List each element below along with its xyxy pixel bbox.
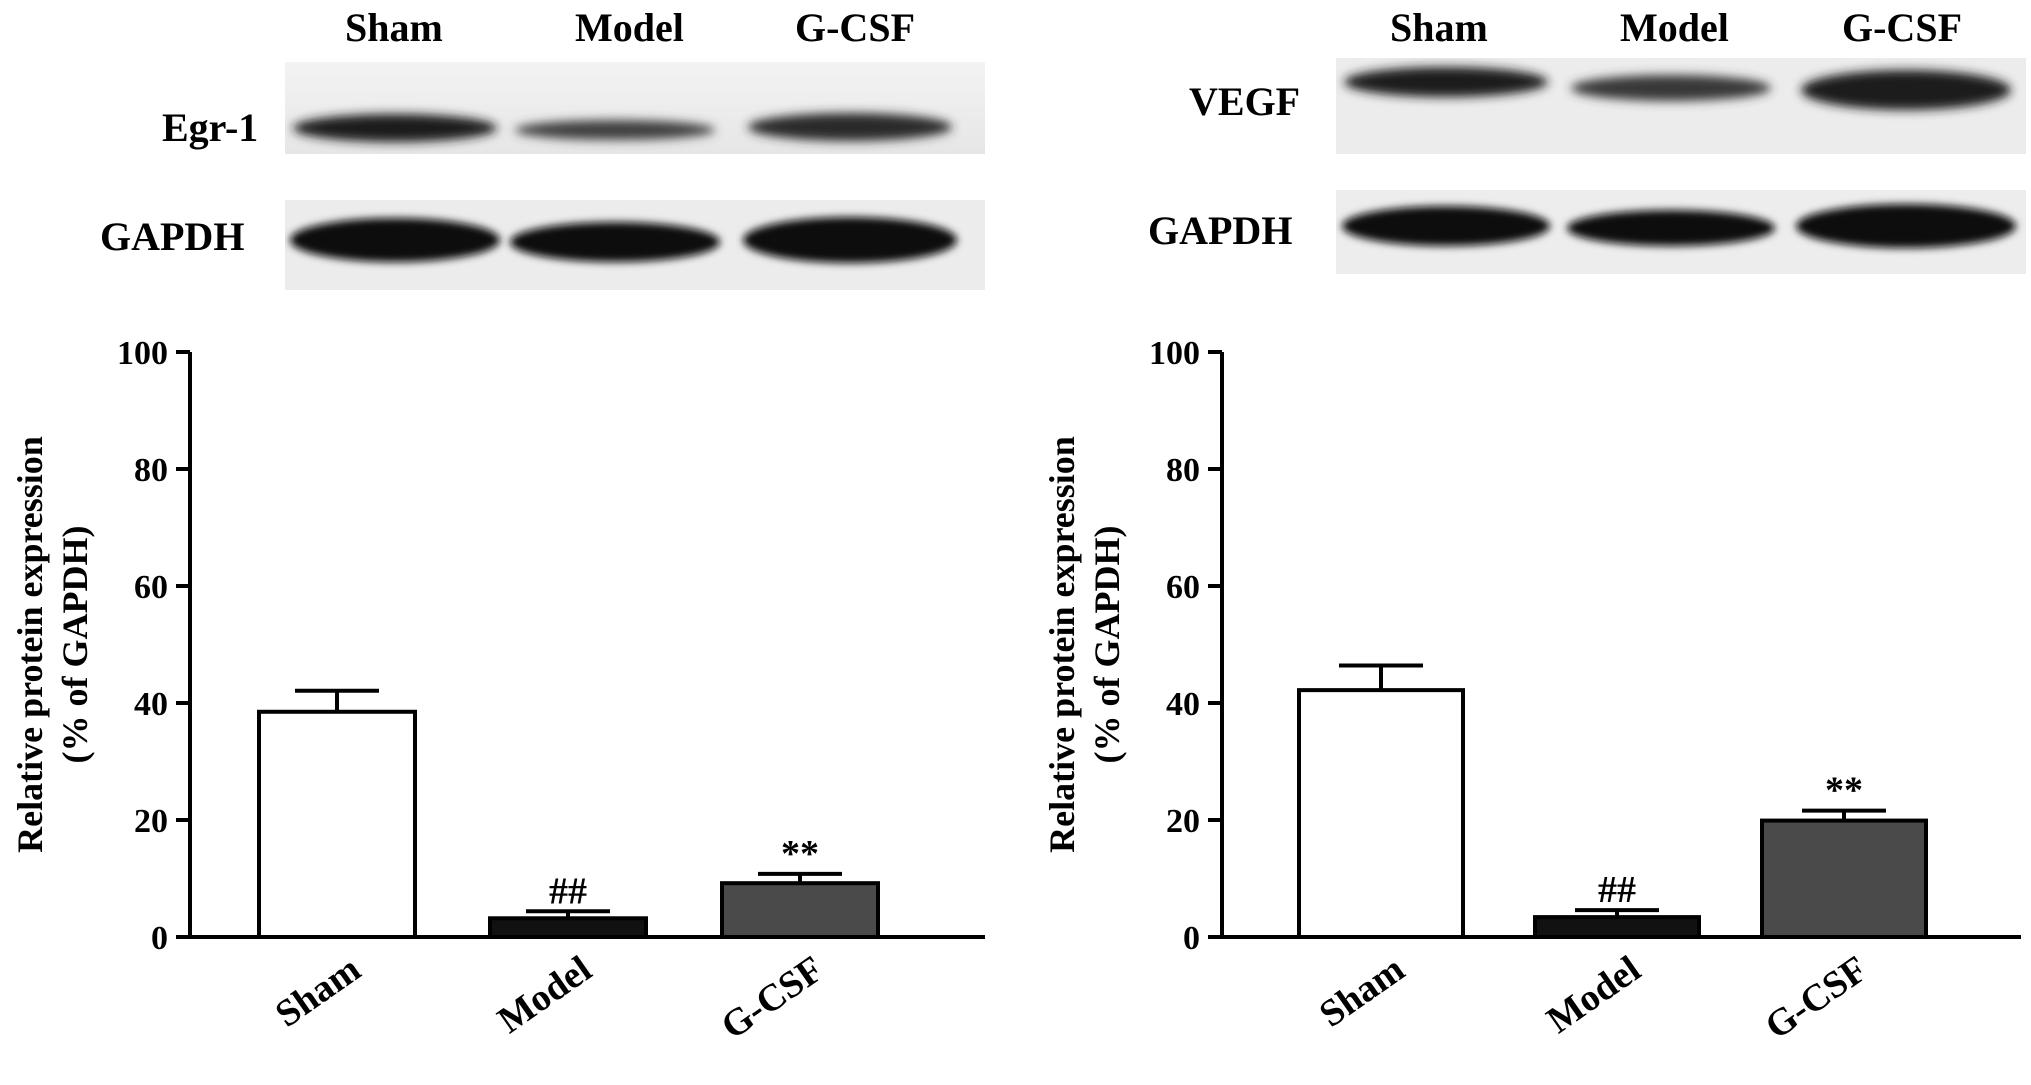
y-tick-label: 100	[1149, 335, 1200, 372]
lane-label-gcsf: G-CSF	[1842, 5, 1962, 50]
bar-sham	[257, 709, 417, 939]
significance-marker: ##	[549, 870, 587, 912]
bar-sham	[1297, 688, 1465, 939]
y-tick-label: 100	[117, 335, 168, 372]
y-axis-label-units: (% of GAPDH)	[55, 526, 95, 764]
y-tick-label: 80	[1166, 452, 1200, 489]
y-tick-label: 20	[134, 803, 168, 840]
blot-label-vegf: VEGF	[1189, 79, 1301, 124]
y-tick-label: 40	[134, 686, 168, 723]
x-tick-label: Model	[490, 948, 599, 1042]
y-tick-label: 40	[1166, 686, 1200, 723]
y-tick-label: 80	[134, 452, 168, 489]
western-blot-egr1	[285, 62, 985, 154]
y-tick-label: 60	[1166, 569, 1200, 606]
significance-marker: **	[781, 833, 819, 875]
y-axis-label: Relative protein expression	[1042, 436, 1082, 853]
y-tick-label: 20	[1166, 803, 1200, 840]
blot-label-gapdh: GAPDH	[100, 214, 245, 259]
blot-label-egr1: Egr-1	[162, 105, 259, 150]
western-blot-vegf	[1336, 58, 2026, 154]
y-tick-label: 0	[151, 920, 168, 957]
x-tick-label: Sham	[268, 948, 368, 1036]
bar-g-csf	[720, 881, 880, 939]
significance-marker: ##	[1598, 869, 1636, 911]
lane-label-sham: Sham	[1390, 5, 1488, 50]
y-tick-label: 0	[1183, 920, 1200, 957]
bar-g-csf	[1760, 818, 1928, 939]
panel-egr1: Sham Model G-CSF Egr-1 GAPDH 0 20 40 60 80 10…	[0, 0, 1015, 1085]
y-axis-label-units: (% of GAPDH)	[1087, 526, 1127, 764]
panel-vegf: Sham Model G-CSF VEGF GAPDH 0 20 40 60 80 100…	[1016, 0, 2031, 1085]
bar-model	[1533, 915, 1701, 939]
significance-marker: **	[1825, 770, 1863, 812]
x-tick-label: Model	[1539, 948, 1648, 1042]
x-tick-label: G-CSF	[1758, 948, 1875, 1048]
lane-label-gcsf: G-CSF	[795, 5, 915, 50]
lane-label-sham: Sham	[345, 5, 443, 50]
x-tick-label: Sham	[1312, 948, 1412, 1036]
blot-label-gapdh: GAPDH	[1148, 208, 1293, 253]
western-blot-gapdh-left	[285, 200, 985, 290]
bar-chart-egr1: 0 20 40 60 80 100 Relative protein expression(…	[10, 335, 985, 1048]
x-tick-label: G-CSF	[714, 948, 831, 1048]
y-tick-label: 60	[134, 569, 168, 606]
western-blot-gapdh-right	[1336, 190, 2026, 274]
bar-model	[488, 916, 648, 940]
lane-label-model: Model	[1620, 5, 1729, 50]
bar-chart-vegf: 0 20 40 60 80 100 Relative protein expression(…	[1042, 335, 2021, 1048]
lane-label-model: Model	[575, 5, 684, 50]
y-axis-label: Relative protein expression	[10, 436, 50, 853]
